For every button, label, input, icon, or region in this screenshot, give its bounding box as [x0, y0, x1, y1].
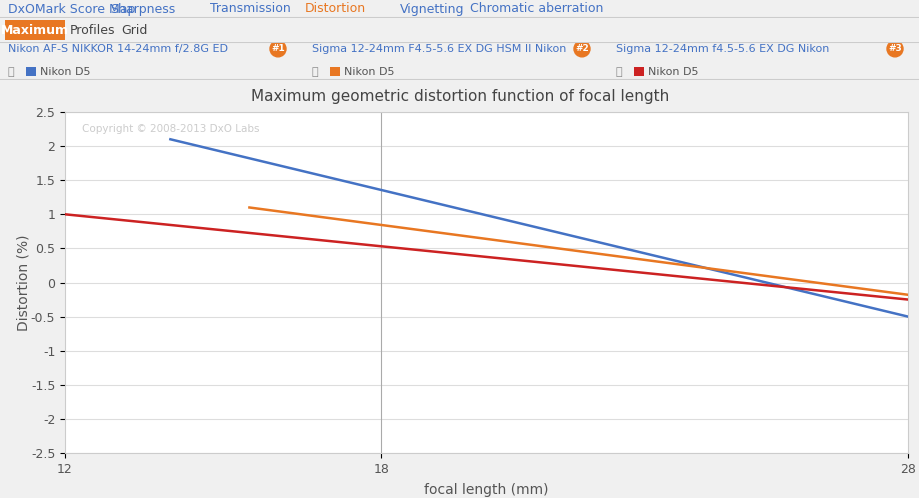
Text: Grid: Grid: [121, 23, 148, 36]
Bar: [633, 67, 643, 76]
Text: Nikon D5: Nikon D5: [344, 67, 394, 77]
Text: #1: #1: [271, 44, 285, 53]
Text: #2: #2: [574, 44, 588, 53]
Circle shape: [573, 41, 589, 57]
Text: 📷: 📷: [616, 67, 622, 77]
Y-axis label: Distortion (%): Distortion (%): [17, 234, 31, 331]
Text: Transmission: Transmission: [210, 2, 290, 15]
Text: Sigma 12-24mm F4.5-5.6 EX DG HSM II Nikon: Sigma 12-24mm F4.5-5.6 EX DG HSM II Niko…: [312, 44, 566, 54]
Text: Nikon D5: Nikon D5: [40, 67, 90, 77]
Text: Nikon D5: Nikon D5: [647, 67, 698, 77]
Text: 📷: 📷: [312, 67, 318, 77]
Bar: [5, 20, 65, 40]
Text: Copyright © 2008-2013 DxO Labs: Copyright © 2008-2013 DxO Labs: [82, 124, 259, 134]
Text: #3: #3: [887, 44, 901, 53]
Text: Profiles: Profiles: [70, 23, 116, 36]
Text: Sharpness: Sharpness: [110, 2, 175, 15]
Text: Nikon AF-S NIKKOR 14-24mm f/2.8G ED: Nikon AF-S NIKKOR 14-24mm f/2.8G ED: [8, 44, 228, 54]
Text: Chromatic aberration: Chromatic aberration: [470, 2, 603, 15]
Circle shape: [269, 41, 286, 57]
Bar: [26, 67, 36, 76]
Text: Sigma 12-24mm f4.5-5.6 EX DG Nikon: Sigma 12-24mm f4.5-5.6 EX DG Nikon: [616, 44, 828, 54]
Text: Maximum geometric distortion function of focal length: Maximum geometric distortion function of…: [251, 90, 668, 105]
Text: Maximum: Maximum: [1, 23, 69, 36]
Text: DxOMark Score Map: DxOMark Score Map: [8, 2, 135, 15]
Text: Vignetting: Vignetting: [400, 2, 464, 15]
X-axis label: focal length (mm): focal length (mm): [424, 483, 548, 497]
Text: 📷: 📷: [8, 67, 15, 77]
Bar: [330, 67, 340, 76]
Text: Distortion: Distortion: [305, 2, 366, 15]
Circle shape: [886, 41, 902, 57]
